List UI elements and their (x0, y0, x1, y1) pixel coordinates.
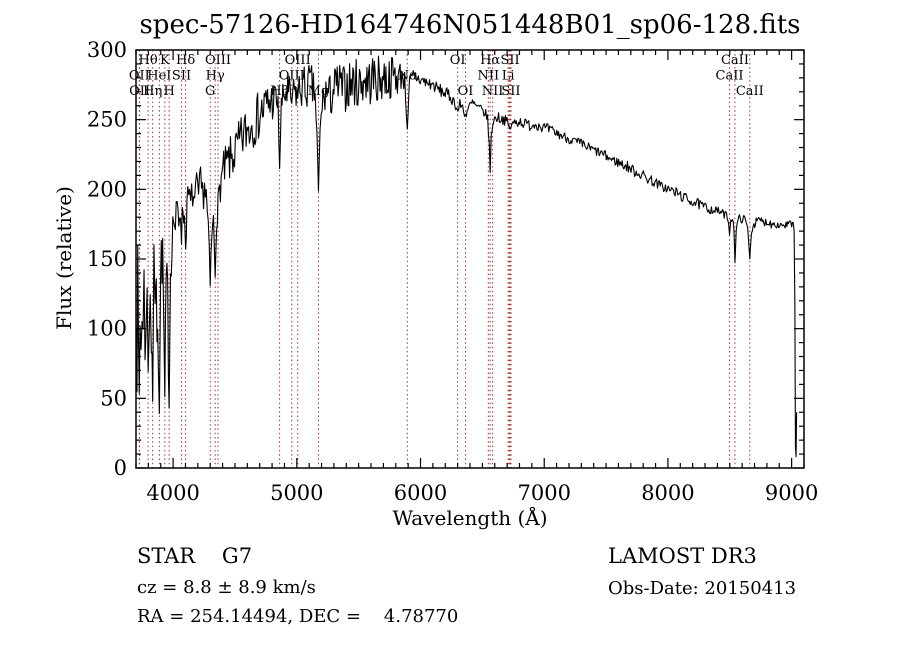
line-label-Hθ-3798: Hθ (139, 53, 158, 68)
line-label-SII-6731: SII (501, 84, 520, 99)
line-label-CaII-8542: CaII (721, 53, 749, 68)
line-label-G-4300: G (205, 84, 215, 99)
line-label-Hβ-4861: Hβ (270, 84, 289, 99)
x-tick-label-9000: 9000 (765, 481, 818, 505)
x-tick-label-8000: 8000 (641, 481, 694, 505)
y-tick-label-200: 200 (87, 177, 127, 201)
line-label-OI-6364: OI (458, 84, 474, 99)
line-label-Na-5893: Na (398, 69, 417, 84)
line-label-NII-6583: NII (482, 84, 504, 99)
x-tick-label-4000: 4000 (146, 481, 199, 505)
radial-velocity-label: cz = 8.8 ± 8.9 km/s (137, 577, 316, 598)
line-label-CaII-8498: CaII (716, 69, 744, 84)
plot-title: spec-57126-HD164746N051448B01_sp06-128.f… (139, 10, 801, 40)
x-tick-label-7000: 7000 (517, 481, 570, 505)
line-label-K-3933: K (160, 53, 170, 68)
spectral-line-labels: OIIOIIHθHηHeIKHSIIHδGHγOIIIHβOIIIOIIIMgN… (129, 53, 764, 99)
line-label-OIII-5007: OIII (285, 53, 311, 68)
line-label-OIII-4363: OIII (205, 53, 231, 68)
obs-date-label: Obs-Date: 20150413 (608, 578, 797, 599)
line-label-Hδ-4101: Hδ (176, 53, 195, 68)
frame-rect (135, 49, 805, 469)
ra-dec-label: RA = 254.14494, DEC = 4.78770 (137, 606, 459, 627)
line-label-HeI-3889: HeI (147, 69, 171, 84)
plot-frame (135, 49, 805, 469)
axis-ticks (135, 49, 805, 469)
x-tick-label-5000: 5000 (270, 481, 323, 505)
x-axis-title: Wavelength (Å) (392, 506, 548, 530)
survey-release-label: LAMOST DR3 (608, 544, 757, 568)
y-tick-label-150: 150 (87, 247, 127, 271)
x-tick-label-6000: 6000 (394, 481, 447, 505)
spectral-line-markers (138, 50, 751, 468)
line-label-Hα-6563: Hα (480, 53, 500, 68)
line-label-H-3968: H (163, 84, 174, 99)
y-tick-label-50: 50 (100, 386, 127, 410)
line-label-OIII-4959: OIII (279, 69, 305, 84)
line-label-OII-3727: OII (129, 69, 150, 84)
line-label-Hη-3835: Hη (143, 84, 162, 99)
spectrum-trace (135, 55, 798, 458)
object-class-label: STAR G7 (137, 544, 253, 568)
line-label-SII-6724: SII (500, 53, 519, 68)
line-label-Hγ-4340: Hγ (206, 69, 225, 84)
tick-labels: 4000 5000 6000 7000 8000 9000 0 50 100 150 200 250 3… (87, 38, 818, 505)
line-label-Mg-5175: Mg (308, 84, 330, 99)
line-label-CaII-8662: CaII (736, 84, 764, 99)
y-tick-label-0: 0 (114, 456, 127, 480)
y-tick-label-300: 300 (87, 38, 127, 62)
line-label-OII-3729: OII (129, 84, 150, 99)
line-label-OI-6300: OI (450, 53, 466, 68)
line-label-NII-6548: NII (477, 69, 499, 84)
y-tick-label-250: 250 (87, 108, 127, 132)
y-tick-label-100: 100 (87, 317, 127, 341)
line-label-SII-4068: SII (172, 69, 191, 84)
line-label-Li-6708: Li (502, 69, 515, 84)
